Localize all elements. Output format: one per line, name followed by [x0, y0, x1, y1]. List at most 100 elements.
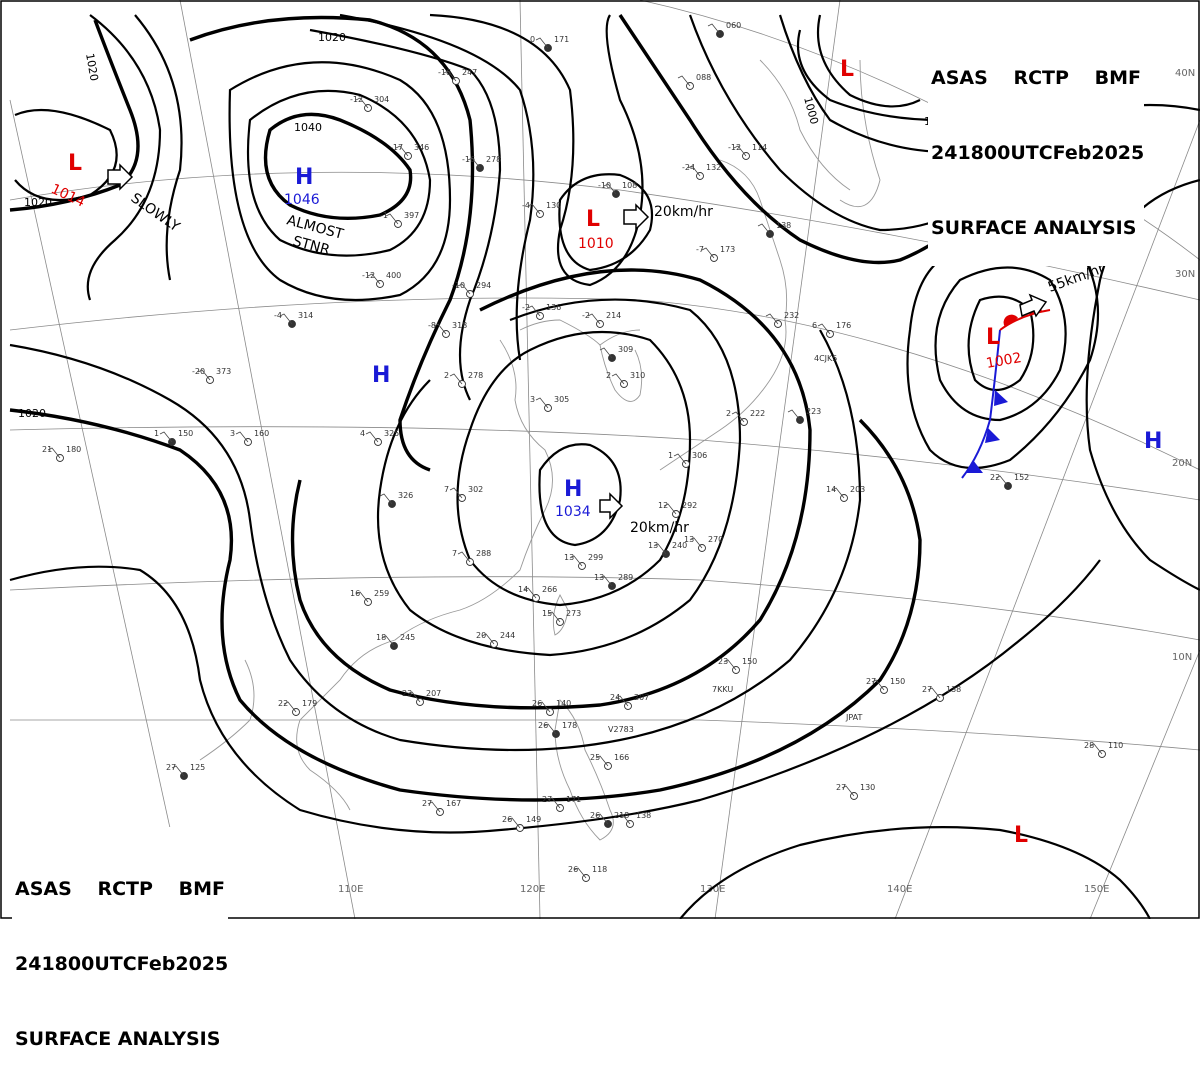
station-temperature: -2 — [522, 303, 530, 312]
wind-barb-icon — [355, 97, 369, 109]
station-pressure: 173 — [720, 245, 735, 254]
station-pressure: 125 — [190, 763, 205, 772]
station-pressure: 314 — [298, 311, 313, 320]
station-plot: 130 27 — [836, 783, 875, 800]
station-temperature: 21 — [42, 445, 52, 454]
header-line-2: 241800UTC Feb 2025 — [15, 952, 228, 977]
station-temperature: 22 — [278, 699, 288, 708]
station-temperature: 15 — [542, 609, 552, 618]
wind-barb-icon — [841, 785, 855, 797]
isobar-label-1020-n: 1020 — [318, 31, 346, 44]
wind-barb-icon — [731, 411, 745, 423]
station-temperature: 13 — [648, 541, 658, 550]
isobar-1036 — [246, 89, 432, 257]
station-temperature: 27 — [866, 677, 876, 686]
wind-barb-icon — [687, 165, 701, 177]
station-temperature: 0 — [530, 35, 535, 44]
station-pressure: 326 — [398, 491, 413, 500]
header-year: 2025 — [1091, 142, 1145, 164]
ship-id: JPAT — [845, 713, 863, 722]
lon-label-140e: 140E — [887, 884, 912, 895]
station-plot: 304-12 — [350, 95, 389, 112]
station-pressure: 245 — [400, 633, 415, 642]
header-time: 241800UTC — [15, 953, 137, 975]
isobar-1024-c — [309, 28, 502, 401]
station-pressure: 088 — [696, 73, 711, 82]
wind-barb-icon — [765, 313, 779, 325]
isobar-label-1020-w: 1020 — [24, 196, 52, 209]
station-temperature: 26 — [590, 811, 600, 820]
wind-barb-icon — [653, 543, 667, 555]
station-plot: 247-16 — [438, 68, 477, 85]
station-pressure: 309 — [618, 345, 633, 354]
high-pressure-value: 1034 — [555, 504, 591, 520]
wind-barb-icon — [611, 373, 625, 385]
station-plot: 259 16 — [350, 589, 389, 606]
station-pressure: 108 — [622, 181, 637, 190]
isobar-1016-c — [429, 13, 644, 287]
station-temperature: 25 — [590, 753, 600, 762]
meridian-140e — [894, 119, 1200, 919]
high-symbol: H — [1144, 429, 1162, 454]
station-pressure: 289 — [618, 573, 633, 582]
station-temperature: 13 — [684, 535, 694, 544]
station-temperature: -2 — [582, 311, 590, 320]
station-temperature: -1 — [380, 211, 388, 220]
station-pressure: 149 — [526, 815, 541, 824]
station-pressure: 150 — [742, 657, 757, 666]
wind-barb-icon — [283, 701, 297, 713]
station-plot: 140 26 — [532, 699, 571, 716]
station-plot: 326 — [379, 491, 413, 508]
station-pressure: 247 — [462, 68, 477, 77]
meridian-150e — [1089, 649, 1200, 919]
low-symbol: L — [1014, 823, 1028, 848]
station-pressure: 171 — [554, 35, 569, 44]
station-pressure: 222 — [750, 409, 765, 418]
station-plot: 138 — [757, 221, 791, 238]
station-pressure: 304 — [374, 95, 389, 104]
isobar-1024-w — [134, 14, 183, 281]
latitude-line-10n-a — [9, 576, 1200, 641]
station-plot: 314 -4 — [274, 311, 313, 328]
station-pressure: 397 — [404, 211, 419, 220]
wind-barb-icon — [701, 247, 715, 259]
isobar-1012-c — [9, 408, 922, 802]
warm-front-semicircle — [1003, 314, 1018, 327]
movement-note-speed: 20km/hr — [630, 520, 689, 536]
header-line-1: ASAS RCTP BMF — [15, 877, 225, 902]
station-pressure: 140 — [556, 699, 571, 708]
station-temperature: -4 — [522, 201, 530, 210]
station-pressure: 167 — [446, 799, 461, 808]
wind-barb-icon — [599, 347, 613, 359]
header-agency: BMF — [1094, 67, 1141, 89]
station-pressure: 270 — [708, 535, 723, 544]
low-pressure-value: 1002 — [985, 350, 1023, 372]
station-pressure: 310 — [630, 371, 645, 380]
low-symbol: L — [986, 325, 1000, 350]
station-pressure: 150 — [178, 429, 193, 438]
station-temperature: 13 — [594, 573, 604, 582]
station-pressure: 292 — [682, 501, 697, 510]
wind-barb-icon — [723, 659, 737, 671]
station-temperature: 23 — [718, 657, 728, 666]
wind-barb-icon — [197, 369, 211, 381]
wind-barb-icon — [595, 813, 609, 825]
wind-barb-icon — [467, 157, 481, 169]
wind-barb-icon — [235, 431, 249, 443]
wind-barb-icon — [603, 183, 617, 195]
station-temperature: 27 — [836, 783, 846, 792]
station-plot: 373-20 — [192, 367, 231, 384]
station-pressure: 207 — [426, 689, 441, 698]
station-pressure: 114 — [752, 143, 767, 152]
station-temperature: 27 — [422, 799, 432, 808]
isobar-1020-w2 — [86, 14, 162, 301]
ship-id: 7KKU — [712, 685, 733, 694]
ship-id: 4CJK5 — [814, 354, 837, 363]
station-temperature: 26 — [532, 699, 542, 708]
station-pressure: 130 — [546, 201, 561, 210]
station-pressure: 302 — [468, 485, 483, 494]
motion-arrows — [107, 163, 1048, 520]
station-plot: 270 13 — [684, 535, 723, 552]
arrow-right-icon — [1019, 293, 1048, 318]
station-temperature: 2 — [726, 409, 731, 418]
